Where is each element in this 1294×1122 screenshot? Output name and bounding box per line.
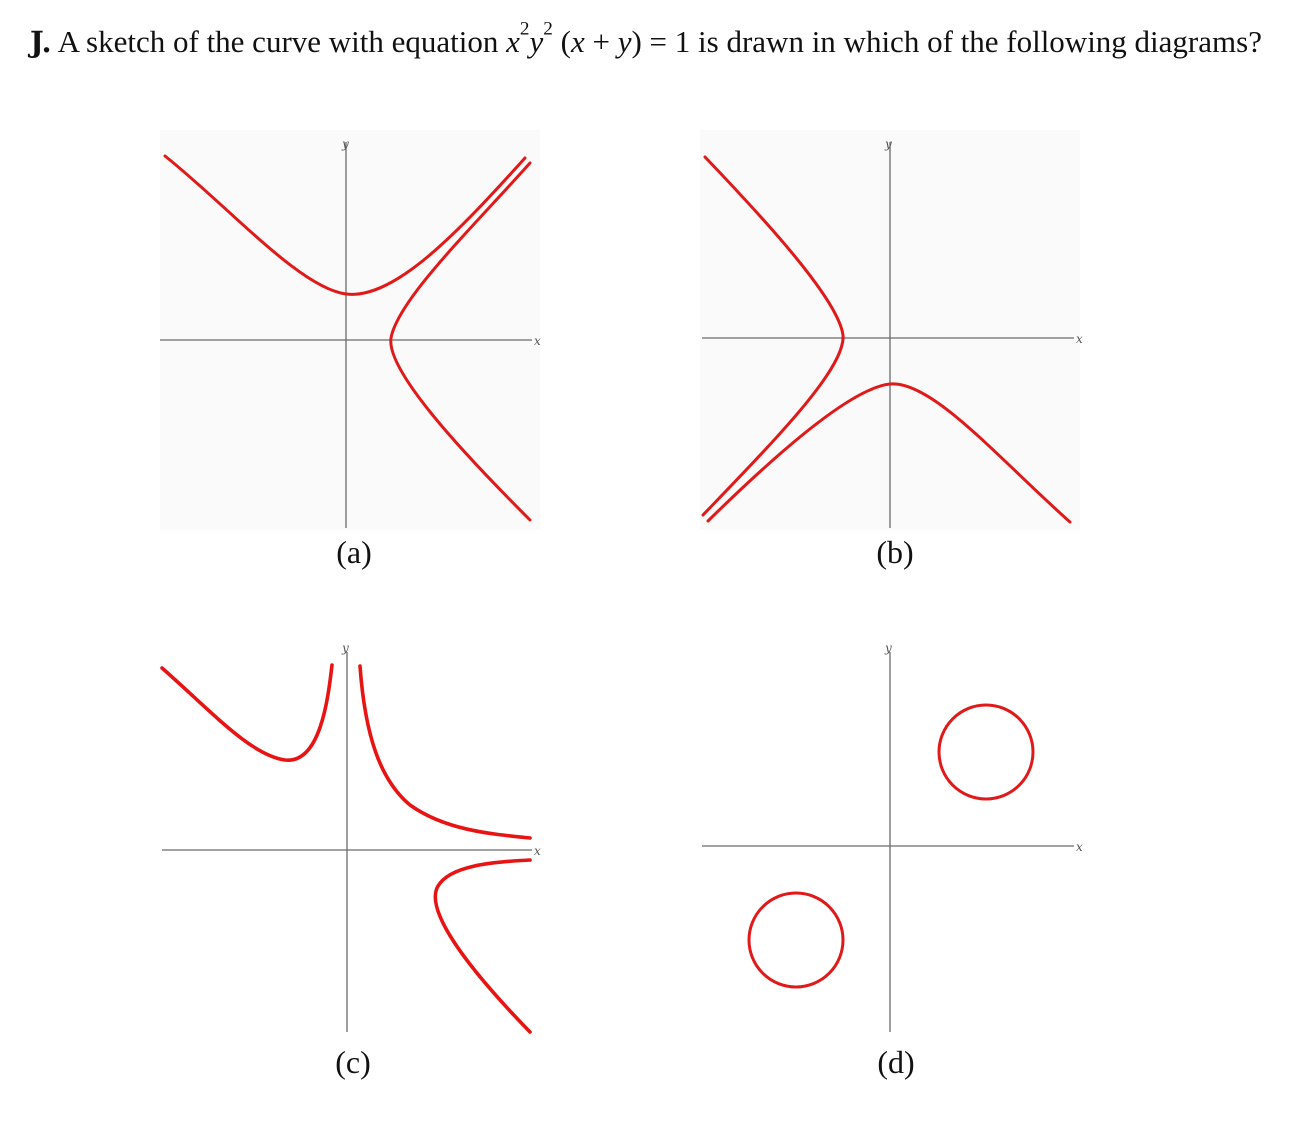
y-axis-label: y [884,137,892,151]
question-label: J. [30,25,52,59]
question-text: J. A sketch of the curve with equation x… [30,18,1270,62]
y-axis-label: y [341,641,349,655]
question-text-before: A sketch of the curve with equation [51,24,507,59]
y-axis-label: y [341,137,349,151]
diagram-d-graph: x y [702,641,1083,1032]
caption-d: (d) [877,1044,915,1080]
circle-third-quadrant [747,891,845,989]
x-axis-label: x [534,844,541,858]
diagram-c: x y [160,640,541,1040]
curve-branch-lower [706,382,1072,524]
curve-branch-left [160,663,334,762]
curve-branch-first-quadrant [358,664,532,840]
caption-b: (b) [876,534,914,570]
diagram-b-graph: x y [700,130,1083,530]
diagram-a: x y [160,130,541,530]
x-axis-label: x [1076,332,1083,346]
question-text-after: is drawn in which of the following diagr… [690,24,1262,59]
caption-c: (c) [335,1044,371,1080]
diagram-b: x y [700,130,1083,530]
curve-branch-fourth-quadrant [433,858,532,1034]
x-axis-label: x [534,334,541,348]
diagram-a-graph: x y [160,130,541,530]
diagram-c-graph: x y [160,641,541,1034]
curve-branch-upper [163,154,527,296]
curve-branch-left [701,155,845,517]
x-axis-label: x [1076,840,1083,854]
caption-a: (a) [336,534,372,570]
equation: x2y2 (x + y) = 1 [506,18,691,59]
y-axis-label: y [884,641,892,655]
circle-first-quadrant [937,703,1035,801]
curve-branch-right [389,161,532,522]
equation-x: x [506,24,520,59]
diagram-d: x y [700,640,1083,1040]
